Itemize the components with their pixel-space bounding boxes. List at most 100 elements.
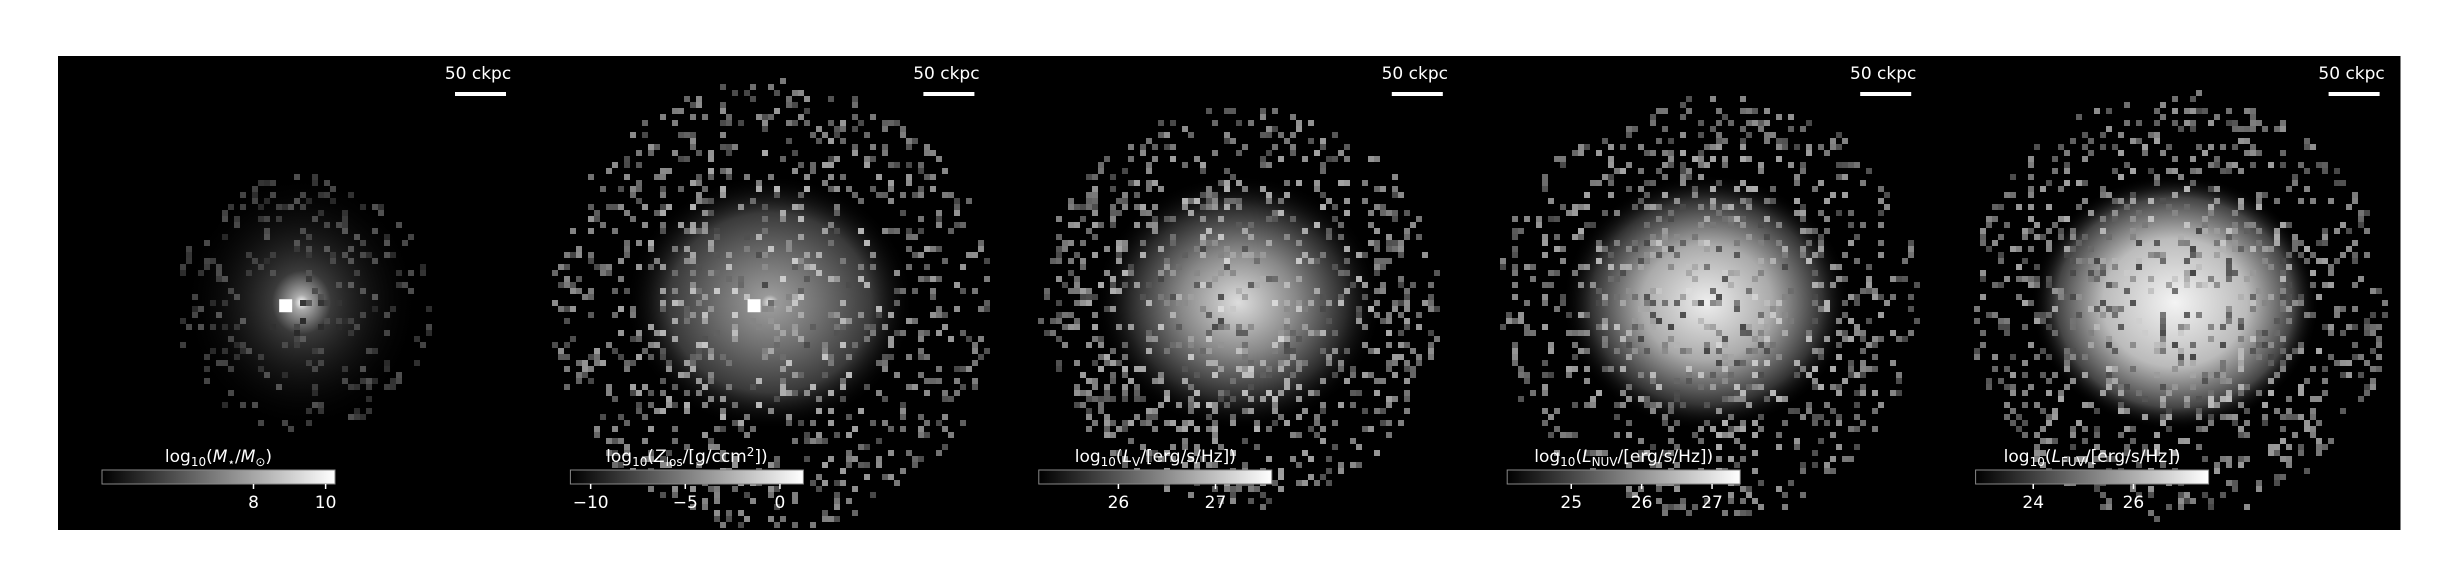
- speckle: [2004, 318, 2010, 324]
- speckle: [360, 378, 366, 384]
- speckle: [2346, 246, 2352, 252]
- speckle: [2022, 324, 2028, 330]
- speckle: [792, 102, 798, 108]
- speckle: [1668, 324, 1674, 330]
- speckle: [2118, 174, 2124, 180]
- speckle: [1290, 216, 1296, 222]
- speckle: [1512, 270, 1518, 276]
- speckle: [1608, 144, 1614, 150]
- speckle: [1056, 216, 1062, 222]
- speckle: [1170, 444, 1176, 450]
- speckle: [234, 216, 240, 222]
- speckle: [1332, 372, 1338, 378]
- speckle: [864, 156, 870, 162]
- speckle: [1584, 450, 1590, 456]
- speckle: [1074, 222, 1080, 228]
- speckle: [942, 444, 948, 450]
- speckle: [1398, 420, 1404, 426]
- speckle: [2088, 258, 2094, 264]
- speckle: [2376, 342, 2382, 348]
- speckle: [1668, 504, 1674, 510]
- speckle: [1398, 276, 1404, 282]
- speckle: [2124, 120, 2130, 126]
- speckle: [888, 312, 894, 318]
- speckle: [1638, 258, 1644, 264]
- speckle: [2040, 408, 2046, 414]
- speckle: [714, 252, 720, 258]
- speckle: [2256, 204, 2262, 210]
- speckle: [1356, 276, 1362, 282]
- speckle: [2256, 192, 2262, 198]
- speckle: [2064, 162, 2070, 168]
- speckle: [1224, 246, 1230, 252]
- speckle: [780, 156, 786, 162]
- speckle: [1302, 228, 1308, 234]
- speckle: [2052, 408, 2058, 414]
- speckle: [876, 306, 882, 312]
- speckle: [252, 192, 258, 198]
- speckle: [552, 300, 558, 306]
- speckle: [1122, 192, 1128, 198]
- speckle: [1740, 360, 1746, 366]
- speckle: [2094, 432, 2100, 438]
- speckle: [828, 96, 834, 102]
- speckle: [1668, 150, 1674, 156]
- speckle: [2196, 414, 2202, 420]
- speckle: [594, 354, 600, 360]
- speckle: [1854, 258, 1860, 264]
- speckle: [1800, 228, 1806, 234]
- speckle: [630, 306, 636, 312]
- speckle: [1284, 306, 1290, 312]
- speckle: [1800, 468, 1806, 474]
- speckle: [798, 372, 804, 378]
- speckle: [2256, 354, 2262, 360]
- speckle: [630, 312, 636, 318]
- speckle: [696, 264, 702, 270]
- speckle: [954, 282, 960, 288]
- speckle: [1632, 240, 1638, 246]
- speckle: [816, 270, 822, 276]
- speckle: [1182, 438, 1188, 444]
- speckle: [1878, 402, 1884, 408]
- speckle: [1350, 282, 1356, 288]
- speckle: [282, 204, 288, 210]
- speckle: [2022, 276, 2028, 282]
- speckle: [1860, 288, 1866, 294]
- speckle: [1332, 264, 1338, 270]
- speckle: [1242, 438, 1248, 444]
- speckle: [1260, 360, 1266, 366]
- speckle: [1992, 240, 1998, 246]
- speckle: [2202, 216, 2208, 222]
- speckle: [2190, 180, 2196, 186]
- speckle: [204, 264, 210, 270]
- speckle: [2022, 420, 2028, 426]
- speckle: [1200, 456, 1206, 462]
- speckle: [696, 96, 702, 102]
- speckle: [1092, 174, 1098, 180]
- speckle: [1170, 144, 1176, 150]
- speckle: [1194, 156, 1200, 162]
- speckle: [2148, 492, 2154, 498]
- speckle: [1194, 450, 1200, 456]
- speckle: [2190, 156, 2196, 162]
- speckle: [2148, 510, 2154, 516]
- speckle: [324, 180, 330, 186]
- speckle: [1218, 444, 1224, 450]
- speckle: [1200, 192, 1206, 198]
- speckle: [1062, 240, 1068, 246]
- speckle: [1638, 372, 1644, 378]
- speckle: [744, 432, 750, 438]
- speckle: [1524, 300, 1530, 306]
- speckle: [1758, 258, 1764, 264]
- speckle: [780, 390, 786, 396]
- speckle: [1122, 372, 1128, 378]
- speckle: [1512, 216, 1518, 222]
- speckle: [2208, 162, 2214, 168]
- speckle: [1230, 378, 1236, 384]
- speckle: [2280, 222, 2286, 228]
- speckle: [1104, 360, 1110, 366]
- speckle: [1662, 228, 1668, 234]
- speckle: [864, 240, 870, 246]
- speckle: [702, 186, 708, 192]
- speckle: [1368, 210, 1374, 216]
